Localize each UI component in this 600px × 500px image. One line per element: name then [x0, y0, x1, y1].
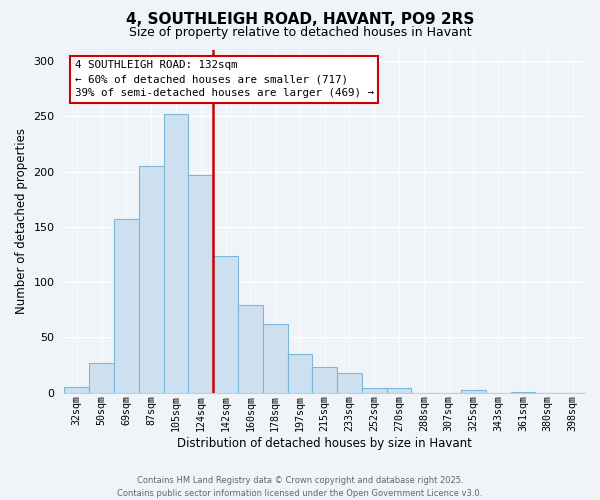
Bar [188, 175, 213, 392]
Y-axis label: Number of detached properties: Number of detached properties [15, 128, 28, 314]
Text: 4, SOUTHLEIGH ROAD, HAVANT, PO9 2RS: 4, SOUTHLEIGH ROAD, HAVANT, PO9 2RS [126, 12, 474, 28]
Bar [213, 256, 238, 392]
Bar [287, 354, 313, 393]
Text: Size of property relative to detached houses in Havant: Size of property relative to detached ho… [128, 26, 472, 39]
Bar [89, 363, 114, 392]
Bar [238, 306, 263, 392]
Text: 4 SOUTHLEIGH ROAD: 132sqm
← 60% of detached houses are smaller (717)
39% of semi: 4 SOUTHLEIGH ROAD: 132sqm ← 60% of detac… [75, 60, 374, 98]
X-axis label: Distribution of detached houses by size in Havant: Distribution of detached houses by size … [177, 437, 472, 450]
Bar [64, 387, 89, 392]
Bar [362, 388, 386, 392]
Bar [164, 114, 188, 392]
Text: Contains HM Land Registry data © Crown copyright and database right 2025.
Contai: Contains HM Land Registry data © Crown c… [118, 476, 482, 498]
Bar [386, 388, 412, 392]
Bar [461, 390, 486, 392]
Bar [139, 166, 164, 392]
Bar [313, 367, 337, 392]
Bar [114, 219, 139, 392]
Bar [263, 324, 287, 392]
Bar [337, 373, 362, 392]
